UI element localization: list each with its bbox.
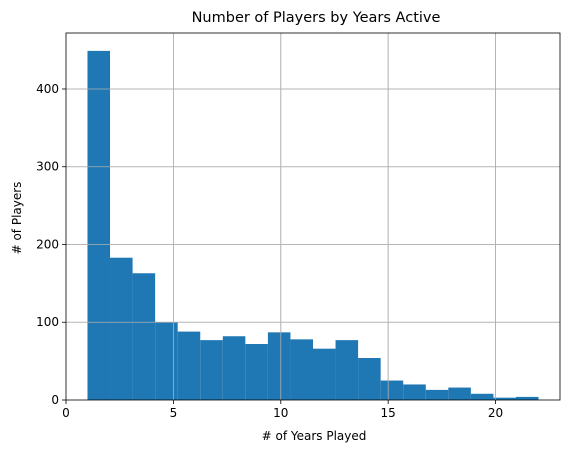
histogram-bar [313,348,336,400]
histogram-bar [132,273,156,400]
chart-title: Number of Players by Years Active [192,10,441,26]
histogram-bar [470,393,494,400]
y-tick-label: 300 [36,160,59,174]
histogram-bar [200,340,223,400]
histogram-bar [515,396,539,400]
y-axis-ticks: 0 100 200 300 400 [36,82,66,407]
histogram-bar [87,50,111,400]
histogram-bar [493,397,516,400]
histogram-bar [110,257,133,400]
histogram-bar [177,331,201,400]
y-tick-label: 200 [36,237,59,251]
y-tick-label: 400 [36,82,59,96]
y-tick-label: 100 [36,315,59,329]
x-tick-label: 10 [273,406,288,420]
x-tick-label: 20 [488,406,503,420]
histogram-bar [380,380,404,400]
histogram-bar [358,358,381,400]
bars [66,33,560,400]
histogram-bar [335,340,359,400]
histogram-bar [425,389,449,400]
histogram-bar [448,387,471,400]
histogram-bar [403,384,426,400]
y-axis-label: # of Players [10,182,24,255]
histogram-bar [245,344,268,400]
histogram-bar [222,336,246,400]
plot-frame [65,32,561,401]
grid-overlay [66,33,560,400]
x-tick-label: 15 [381,406,396,420]
x-tick-label: 5 [170,406,178,420]
histogram-bar [155,322,178,400]
x-axis-label: # of Years Played [262,429,367,443]
y-tick-label: 0 [51,393,59,407]
histogram-bar [267,332,291,400]
histogram-bar [290,339,313,400]
x-axis-ticks: 0 5 10 15 20 [62,400,503,420]
x-tick-label: 0 [62,406,70,420]
